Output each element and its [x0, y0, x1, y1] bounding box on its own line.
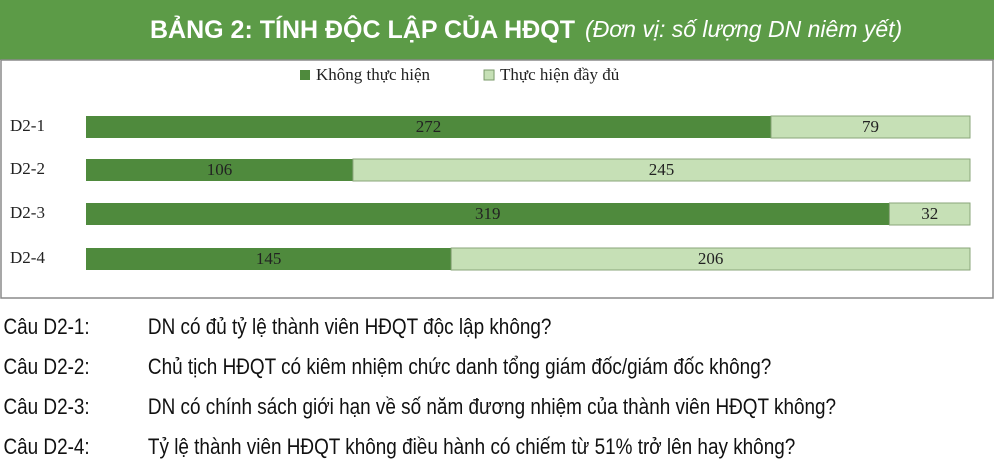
note-label: Câu D2-2: — [3, 354, 90, 379]
bar-segment — [86, 159, 353, 181]
subtitle: (Đơn vị: số lượng DN niêm yết) — [585, 16, 902, 42]
bar-segment — [86, 248, 452, 270]
legend-swatch — [483, 69, 495, 81]
bar-segment — [450, 247, 971, 271]
value-label: 245 — [649, 160, 675, 179]
note-text: DN có chính sách giới hạn về số năm đươn… — [147, 394, 837, 419]
note-label: Câu D2-1: — [3, 314, 90, 339]
note-label: Câu D2-3: — [3, 394, 90, 419]
bar-segment — [86, 203, 890, 225]
value-label: 145 — [256, 249, 282, 268]
value-label: 272 — [416, 117, 442, 136]
bar-segment — [352, 158, 971, 182]
value-label: 206 — [698, 249, 724, 268]
value-label: 32 — [921, 204, 938, 223]
title: BẢNG 2: TÍNH ĐỘC LẬP CỦA HĐQT — [150, 14, 575, 44]
note-text: Chủ tịch HĐQT có kiêm nhiệm chức danh tổ… — [147, 354, 772, 379]
bar-segment — [888, 202, 971, 226]
bar-segment — [770, 115, 971, 139]
legend-label: Không thực hiện — [316, 65, 431, 84]
value-label: 319 — [475, 204, 501, 223]
y-tick-label: D2-4 — [10, 248, 45, 267]
legend-swatch — [300, 70, 310, 80]
note-text: Tỷ lệ thành viên HĐQT không điều hành có… — [147, 434, 796, 459]
note-label: Câu D2-4: — [3, 434, 90, 459]
y-tick-label: D2-2 — [10, 159, 45, 178]
value-label: 79 — [862, 117, 879, 136]
note-text: DN có đủ tỷ lệ thành viên HĐQT độc lập k… — [147, 314, 552, 339]
y-tick-label: D2-3 — [10, 203, 45, 222]
bar-segment — [86, 116, 772, 138]
value-label: 106 — [207, 160, 233, 179]
legend-label: Thực hiện đầy đủ — [500, 65, 620, 84]
chart-frame — [0, 59, 994, 299]
chart: BẢNG 2: TÍNH ĐỘC LẬP CỦA HĐQT (Đơn vị: số… — [0, 0, 994, 299]
title-banner — [0, 0, 994, 60]
chart-title: BẢNG 2: TÍNH ĐỘC LẬP CỦA HĐQT (Đơn vị: số… — [150, 14, 902, 44]
y-tick-label: D2-1 — [10, 116, 45, 135]
